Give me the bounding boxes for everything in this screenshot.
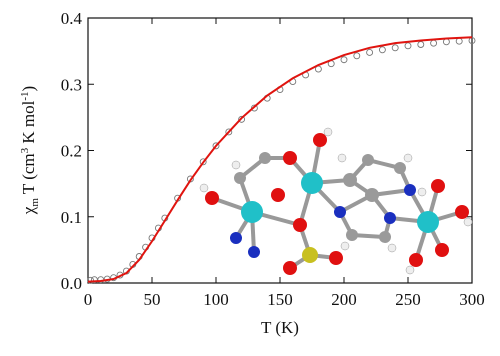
y-tick-label: 0.4 (61, 9, 83, 28)
y-tick-label: 0.2 (61, 142, 82, 161)
molecule-inset (199, 127, 473, 275)
data-point (87, 276, 95, 284)
x-tick-label: 0 (84, 290, 93, 309)
data-point (391, 44, 399, 52)
y-tick-label: 0.1 (61, 208, 82, 227)
fit-line (87, 36, 473, 283)
plot-frame (87, 17, 473, 284)
data-point (442, 38, 450, 46)
data-point (417, 41, 425, 48)
x-axis-label: T (K) (261, 318, 299, 337)
y-axis-label-part: 3 (19, 147, 31, 153)
x-tick-label: 150 (267, 290, 293, 309)
data-point (238, 115, 246, 123)
data-point (199, 158, 207, 166)
x-tick-label: 100 (203, 290, 229, 309)
data-point (353, 52, 361, 60)
y-axis-label-part: T (cm (19, 153, 38, 198)
y-tick-label: 0.3 (61, 75, 82, 94)
data-point (225, 128, 233, 136)
data-point (378, 46, 386, 54)
y-axis-label-part: ) (19, 86, 38, 92)
y-axis-label: χm T (cm3 K mol-1) (19, 86, 41, 215)
x-tick-label: 250 (395, 290, 421, 309)
data-point (404, 42, 412, 50)
data-point (340, 56, 348, 64)
y-axis-label-part: m (29, 198, 41, 207)
x-tick-label: 200 (331, 290, 357, 309)
y-axis-label-part: χ (19, 206, 38, 215)
data-point (430, 39, 438, 47)
y-tick-label: 0.0 (61, 274, 82, 293)
data-point (455, 37, 463, 45)
y-axis-label-part: K mol (19, 100, 38, 148)
x-tick-label: 50 (144, 290, 161, 309)
y-axis-label-part: -1 (19, 91, 31, 100)
x-tick-label: 300 (459, 290, 485, 309)
data-point (212, 142, 220, 150)
data-point (366, 49, 374, 56)
